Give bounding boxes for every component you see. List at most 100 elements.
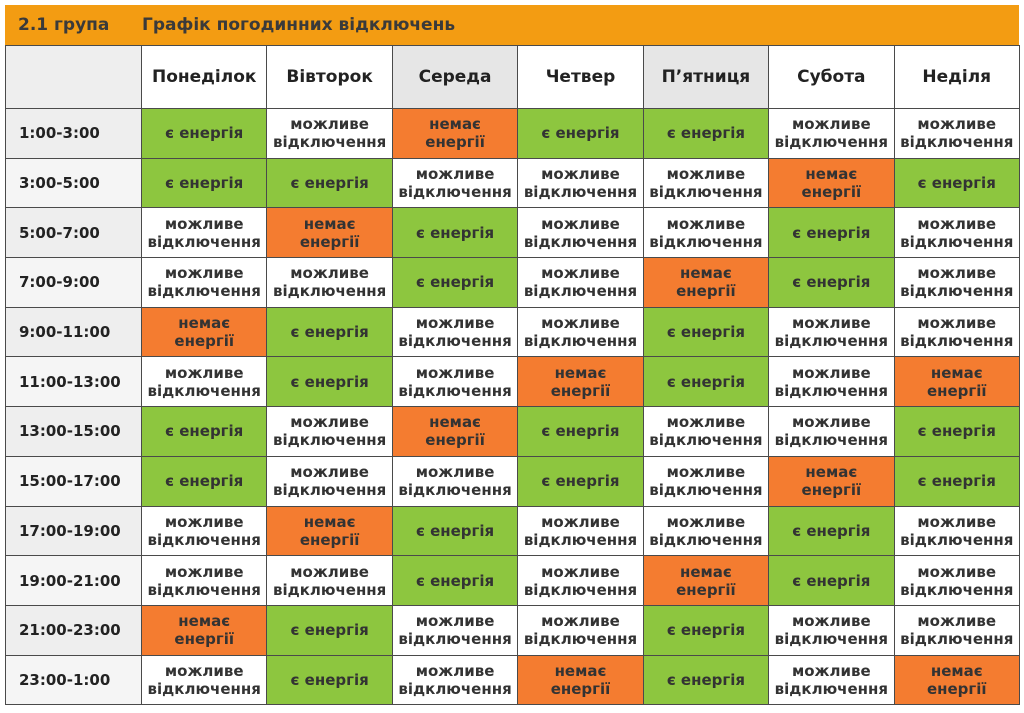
status-text-line2: відключення (649, 232, 763, 251)
status-cell-off: немає енергії (517, 654, 644, 706)
status-text-line1: немає (303, 214, 356, 233)
status-text-line2: відключення (398, 183, 512, 202)
time-slot-label: 21:00-23:00 (5, 604, 142, 656)
status-cell-on: є енергія (266, 604, 393, 656)
status-cell-maybe: можливе відключення (391, 654, 519, 706)
status-text-line2: відключення (147, 282, 261, 301)
status-text-line2: енергії (676, 282, 736, 301)
status-text-line1: можливе (415, 463, 495, 482)
status-text: є енергія (792, 223, 871, 242)
status-text-line1: немає (930, 363, 983, 382)
status-text: є енергія (792, 273, 871, 292)
day-header-saturday: Субота (768, 45, 895, 109)
status-cell-on: є енергія (140, 157, 268, 209)
corner-cell (5, 45, 142, 109)
status-cell-maybe: можливе відключення (517, 555, 644, 606)
status-cell-maybe: можливе відключення (266, 555, 393, 606)
status-cell-on: є енергія (517, 406, 644, 457)
status-cell-on: є енергія (768, 257, 895, 308)
status-text-line2: відключення (649, 481, 763, 500)
status-text-line2: відключення (147, 679, 261, 698)
status-cell-maybe: можливе відключення (140, 555, 268, 606)
status-text-line1: немає (429, 413, 481, 432)
status-cell-on: є енергія (517, 108, 644, 159)
status-text-line2: відключення (147, 580, 261, 599)
status-text-line1: можливе (415, 612, 495, 631)
status-text-line2: енергії (299, 232, 360, 251)
status-cell-on: є енергія (893, 406, 1020, 457)
status-text: є енергія (666, 124, 745, 143)
time-slot-label: 13:00-15:00 (5, 406, 142, 457)
time-slot-label: 9:00-11:00 (5, 306, 142, 358)
status-text: є енергія (917, 472, 996, 491)
status-text-line2: відключення (900, 580, 1014, 599)
status-cell-maybe: можливе відключення (517, 505, 644, 557)
status-text: є енергія (541, 472, 620, 491)
status-text-line2: відключення (900, 133, 1014, 152)
status-text: є енергія (290, 174, 369, 193)
schedule-row: 11:00-13:00 можливе відключення є енергія мо… (5, 356, 1020, 408)
status-cell-on: є енергія (642, 108, 770, 159)
status-text-line1: можливе (917, 562, 997, 581)
status-text-line1: можливе (541, 612, 620, 631)
status-cell-maybe: можливе відключення (140, 505, 268, 557)
status-text-line2: відключення (272, 282, 387, 301)
status-text-line1: можливе (541, 214, 620, 233)
status-text: є енергія (541, 422, 620, 441)
schedule-row: 1:00-3:00 є енергія можливе відключення нема… (5, 108, 1020, 159)
status-text-line1: можливе (164, 512, 244, 531)
schedule-row: 17:00-19:00 можливе відключення немає енергі… (5, 505, 1020, 557)
status-cell-maybe: можливе відключення (768, 654, 895, 706)
status-cell-maybe: можливе відключення (140, 356, 268, 408)
status-text-line2: відключення (774, 679, 888, 698)
status-text-line1: можливе (791, 413, 871, 432)
status-text-line1: немає (303, 512, 356, 531)
status-text-line2: енергії (676, 580, 736, 599)
status-text-line2: відключення (523, 332, 638, 351)
day-header-friday: П’ятниця (642, 45, 770, 109)
status-cell-maybe: можливе відключення (266, 406, 393, 457)
status-text-line2: відключення (774, 630, 888, 649)
status-text: є енергія (415, 273, 495, 292)
status-text: є енергія (165, 124, 244, 143)
status-text-line1: можливе (415, 314, 495, 333)
time-slot-label: 5:00-7:00 (5, 207, 142, 259)
status-text-line1: можливе (917, 264, 997, 283)
time-slot-label: 11:00-13:00 (5, 356, 142, 408)
status-text-line2: відключення (398, 481, 512, 500)
status-cell-maybe: можливе відключення (893, 257, 1020, 308)
status-text-line2: енергії (425, 133, 485, 152)
status-text: є енергія (666, 372, 745, 391)
status-text: є енергія (792, 571, 871, 590)
status-cell-on: є енергія (768, 555, 895, 606)
status-cell-maybe: можливе відключення (768, 604, 895, 656)
status-cell-maybe: можливе відключення (893, 555, 1020, 606)
status-cell-off: немає енергії (642, 555, 770, 606)
status-text-line2: відключення (147, 530, 261, 549)
status-text-line1: можливе (164, 363, 244, 382)
status-text: є енергія (290, 372, 369, 391)
status-text-line1: можливе (791, 612, 871, 631)
status-cell-on: є енергія (140, 406, 268, 457)
status-text-line2: відключення (774, 332, 888, 351)
status-cell-maybe: можливе відключення (642, 157, 770, 209)
status-text-line1: можливе (541, 264, 620, 283)
status-cell-off: немає енергії (266, 505, 393, 557)
status-cell-on: є енергія (391, 505, 519, 557)
status-text-line2: відключення (523, 580, 638, 599)
status-text-line1: можливе (415, 661, 495, 680)
status-cell-maybe: можливе відключення (517, 157, 644, 209)
status-cell-on: є енергія (768, 207, 895, 259)
status-text-line1: можливе (666, 165, 746, 184)
status-text-line1: можливе (290, 562, 369, 581)
status-text-line1: можливе (415, 165, 495, 184)
day-header-tuesday: Вівторок (266, 45, 393, 109)
status-text: є енергія (415, 223, 495, 242)
status-text-line2: енергії (801, 481, 862, 500)
status-cell-maybe: можливе відключення (391, 604, 519, 656)
status-text-line1: можливе (164, 264, 244, 283)
status-text: є енергія (666, 323, 745, 342)
group-label: 2.1 група (18, 15, 110, 35)
status-cell-maybe: можливе відключення (517, 604, 644, 656)
